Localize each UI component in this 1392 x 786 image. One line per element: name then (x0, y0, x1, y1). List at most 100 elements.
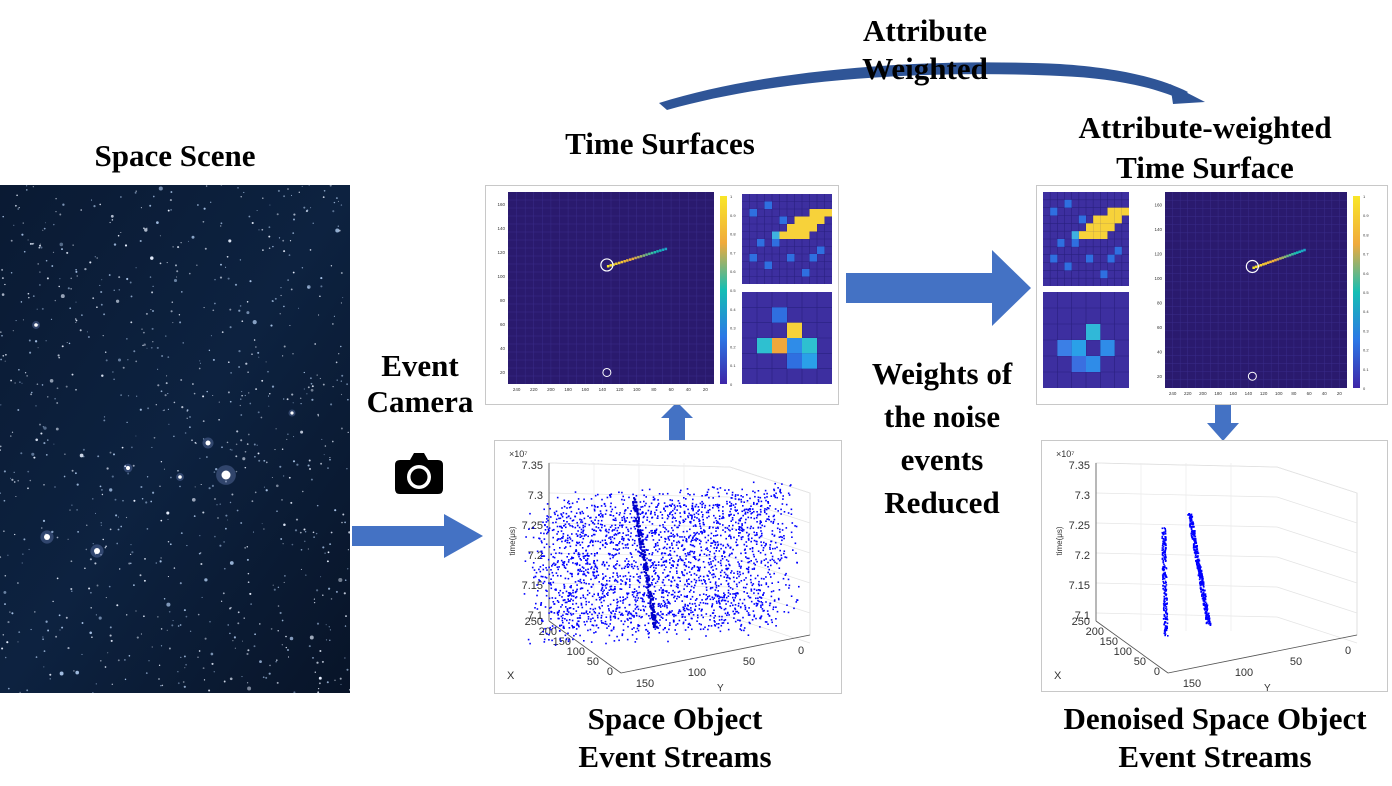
stream-left-z-tick: 7.35 (522, 460, 543, 472)
ts-right-x-tick: 220 (1184, 391, 1192, 396)
ts-left-x-tick: 220 (530, 387, 538, 392)
stream-left-y-tick: 50 (743, 656, 755, 668)
object-track-1 (1161, 527, 1169, 637)
stream-right-x-tick: 0 (1154, 666, 1160, 678)
ts-right-x-tick: 120 (1260, 391, 1268, 396)
stream-right-y-tick: 100 (1235, 667, 1253, 679)
stream-right-x-tick: 250 (1072, 616, 1090, 628)
ts-right-colorbar-tick: 0.2 (1363, 348, 1369, 353)
ts-left-x-tick: 20 (703, 387, 709, 392)
ts-right-x-tick: 80 (1291, 391, 1297, 396)
ts-right-x-tick: 40 (1322, 391, 1328, 396)
arrow-weighted-to-denoised (1207, 401, 1239, 441)
ts-left-x-tick: 80 (651, 387, 657, 392)
ts-right-x-tick: 140 (1245, 391, 1253, 396)
ts-right-colorbar-tick: 1 (1363, 194, 1366, 199)
weights-line2: the noise (883, 399, 1001, 434)
stream-left-z-tick: 7.15 (522, 580, 543, 592)
ts-left-y-tick: 80 (500, 298, 506, 303)
stream-left-z-tick: 7.3 (528, 490, 543, 502)
ts-right-y-tick: 120 (1154, 251, 1162, 256)
stream-left-x-tick: 50 (587, 656, 599, 668)
ts-right-colorbar-tick: 0.3 (1363, 328, 1369, 333)
arrow-surface-to-weighted (846, 250, 1031, 326)
stream-left-x-tick: 100 (567, 646, 585, 658)
ts-left-colorbar-tick: 0.3 (730, 326, 736, 331)
ts-right-x-tick: 100 (1275, 391, 1283, 396)
ts-left-x-tick: 200 (547, 387, 555, 392)
event-camera-line1: Event (381, 348, 459, 383)
stream-left-z-tick: 7.25 (522, 520, 543, 532)
stream-left-exponent: ×10⁷ (509, 449, 528, 459)
stream-left-z-tick: 7.1 (528, 610, 543, 622)
ts-right-target-circle (1245, 259, 1259, 274)
ts-left-noise-circle (602, 367, 612, 377)
ts-left-y-tick: 140 (497, 226, 505, 231)
stream-left-x-tick: 200 (539, 626, 557, 638)
ts-right-x-tick: 160 (1229, 391, 1237, 396)
denoised-label: Denoised Space Object Event Streams (1035, 700, 1392, 776)
camera-icon (395, 453, 443, 494)
stream-left-y-axis (620, 634, 811, 674)
ts-left-x-tick: 140 (599, 387, 607, 392)
ts-left-y-tick: 60 (500, 322, 506, 327)
ts-right-colorbar (1353, 196, 1360, 388)
stream-left-z-label: time(μs) (508, 526, 517, 555)
ts-left-y-tick: 160 (497, 202, 505, 207)
stream-right-z-tick: 7.3 (1075, 490, 1090, 502)
stream-left-y-tick: 150 (636, 678, 654, 690)
stream-right-y-tick: 150 (1183, 678, 1201, 690)
ts-left-colorbar-tick: 0.6 (730, 269, 736, 274)
ts-right-y-tick: 140 (1154, 227, 1162, 232)
event-camera-label: Event Camera (355, 348, 485, 420)
ts-left-x-tick: 160 (581, 387, 589, 392)
stream-right-x-tick: 150 (1100, 636, 1118, 648)
stream-right-x-tick: 200 (1086, 626, 1104, 638)
stream-right-z-tick: 7.35 (1069, 460, 1090, 472)
object-track-2 (1187, 513, 1212, 626)
stream-right-z-tick: 7.2 (1075, 550, 1090, 562)
ts-left-colorbar-tick: 0.5 (730, 288, 736, 293)
ts-right-colorbar-tick: 0.9 (1363, 213, 1369, 218)
denoised-stream-plot: ×10⁷7.357.37.257.27.157.1time(μs)2502001… (1054, 449, 1358, 691)
ts-left-y-tick: 20 (500, 370, 506, 375)
ts-right-y-tick: 100 (1154, 276, 1162, 281)
ts-right-y-tick: 160 (1154, 202, 1162, 207)
attribute-weighted-line2: Weighted (862, 51, 988, 86)
ts-right-noise-circle (1247, 371, 1257, 381)
stream-right-z-tick: 7.25 (1069, 520, 1090, 532)
ts-left-colorbar-tick: 1 (730, 194, 733, 199)
stream-right-exponent: ×10⁷ (1056, 449, 1075, 459)
space-object-line1: Space Object (587, 701, 763, 736)
ts-left-colorbar-tick: 0.1 (730, 363, 736, 368)
ts-left-x-tick: 180 (564, 387, 572, 392)
stars (0, 185, 350, 693)
ts-left-colorbar-tick: 0.4 (730, 307, 736, 312)
aw-time-surface-panel: 160 140 120 100 80 60 40 20 240 220 200 180 160 140 12… (1036, 185, 1388, 405)
stream-right-y-tick: 0 (1345, 645, 1351, 657)
weights-reduced-label: Weights of the noise events Reduced (852, 352, 1032, 524)
ts-right-colorbar-tick: 0.5 (1363, 290, 1369, 295)
arrow-stream-to-surface (661, 402, 693, 444)
ts-right-y-tick: 80 (1157, 300, 1163, 305)
ts-left-colorbar (720, 196, 727, 384)
weights-line1: Weights of (871, 356, 1013, 391)
stream-right-x-tick: 100 (1114, 646, 1132, 658)
ts-right-colorbar-tick: 0.8 (1363, 232, 1369, 237)
ts-left-x-tick: 120 (616, 387, 624, 392)
ts-right-x-tick: 200 (1199, 391, 1207, 396)
ts-left-y-tick: 100 (497, 274, 505, 279)
ts-left-colorbar-tick: 0.2 (730, 344, 736, 349)
stream-right-x-label: X (1054, 670, 1062, 682)
ts-right-colorbar-tick: 0.1 (1363, 367, 1369, 372)
weights-line4: Reduced (884, 485, 1000, 520)
denoised-line1: Denoised Space Object (1063, 701, 1367, 736)
stream-right-z-label: time(μs) (1055, 526, 1064, 555)
ts-left-x-tick: 60 (669, 387, 675, 392)
aw-time-surface-title: Attribute-weighted Time Surface (1045, 108, 1365, 188)
ts-right-colorbar-tick: 0.4 (1363, 309, 1369, 314)
denoised-stream-panel: ×10⁷ 7.35 7.3 7.25 7.2 7.15 7.1 time(μs) 250 200 1… (1041, 440, 1388, 692)
stream-right-x-axis (1095, 620, 1169, 674)
